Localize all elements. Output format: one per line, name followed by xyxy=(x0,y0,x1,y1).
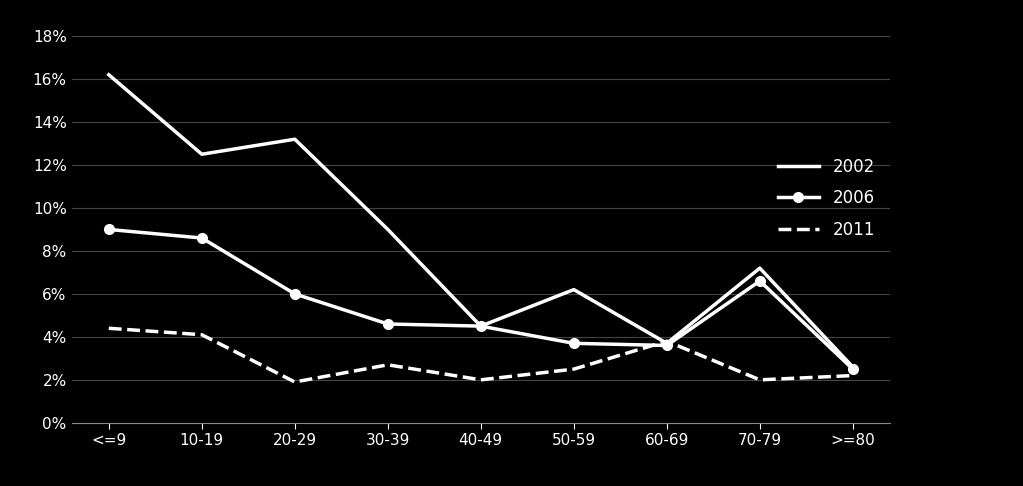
2002 xyxy=(382,226,394,232)
2002 xyxy=(288,136,301,142)
2002 xyxy=(195,151,208,157)
2006 xyxy=(475,323,487,329)
2011 xyxy=(847,373,859,379)
Line: 2011: 2011 xyxy=(108,328,853,382)
2006 xyxy=(195,235,208,241)
2006 xyxy=(288,291,301,297)
2011 xyxy=(102,325,115,331)
2006 xyxy=(382,321,394,327)
2002 xyxy=(568,287,580,293)
2006 xyxy=(102,226,115,232)
2006 xyxy=(847,366,859,372)
Legend: 2002, 2006, 2011: 2002, 2006, 2011 xyxy=(771,151,882,245)
2002 xyxy=(847,364,859,370)
Line: 2002: 2002 xyxy=(108,75,853,367)
2002 xyxy=(754,265,766,271)
2002 xyxy=(661,340,673,346)
2011 xyxy=(475,377,487,383)
2011 xyxy=(754,377,766,383)
2011 xyxy=(382,362,394,368)
2006 xyxy=(661,343,673,348)
2002 xyxy=(475,323,487,329)
2011 xyxy=(661,338,673,344)
2006 xyxy=(754,278,766,284)
Line: 2006: 2006 xyxy=(104,225,857,374)
2011 xyxy=(288,379,301,385)
2011 xyxy=(568,366,580,372)
2011 xyxy=(195,332,208,338)
2006 xyxy=(568,340,580,346)
2002 xyxy=(102,72,115,78)
